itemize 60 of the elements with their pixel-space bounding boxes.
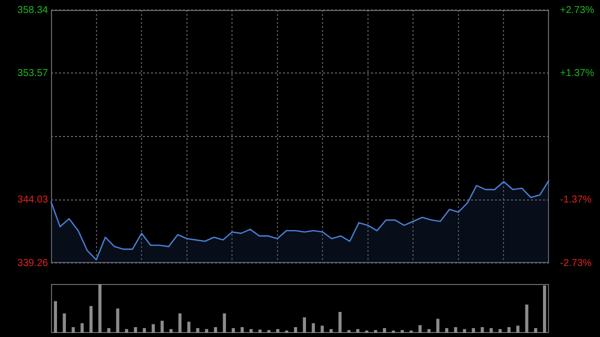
bar bbox=[62, 313, 66, 333]
bar bbox=[152, 324, 155, 333]
y2-tick-label: +1.37% bbox=[560, 68, 594, 79]
bar bbox=[418, 325, 422, 333]
y-tick-label: 358.34 bbox=[17, 4, 48, 16]
bar bbox=[232, 328, 235, 333]
bar bbox=[240, 327, 244, 333]
bar bbox=[347, 330, 350, 333]
bar bbox=[134, 327, 138, 333]
bar bbox=[160, 320, 164, 333]
bar bbox=[516, 326, 520, 333]
bar bbox=[507, 327, 511, 333]
bar bbox=[196, 328, 200, 333]
bar bbox=[214, 327, 218, 333]
bar bbox=[54, 301, 58, 333]
bar bbox=[534, 328, 538, 333]
bar bbox=[480, 327, 484, 333]
bar bbox=[498, 329, 502, 333]
bar bbox=[320, 326, 324, 333]
bar bbox=[525, 304, 528, 333]
bar bbox=[374, 330, 378, 333]
bar bbox=[294, 327, 298, 333]
bar bbox=[276, 329, 280, 333]
bar bbox=[178, 313, 182, 333]
bar bbox=[400, 330, 404, 333]
bar bbox=[382, 328, 386, 333]
bar bbox=[116, 308, 120, 333]
bar bbox=[222, 313, 226, 333]
y-tick-label: 339.26 bbox=[17, 258, 48, 269]
bar bbox=[267, 330, 270, 333]
bar bbox=[330, 329, 333, 333]
bar bbox=[490, 328, 493, 333]
bar bbox=[170, 329, 173, 333]
bar bbox=[187, 322, 190, 333]
bar bbox=[72, 327, 75, 333]
bar bbox=[462, 329, 466, 333]
y2-tick-label: -1.37% bbox=[560, 194, 592, 206]
bar bbox=[89, 306, 93, 333]
bar bbox=[472, 328, 475, 333]
y-tick-label: 344.03 bbox=[17, 194, 48, 206]
bar bbox=[312, 323, 315, 333]
bar bbox=[338, 312, 342, 333]
bar bbox=[436, 318, 440, 333]
bar bbox=[542, 285, 546, 333]
bar bbox=[80, 323, 84, 333]
bar bbox=[445, 328, 448, 333]
bar bbox=[258, 330, 262, 333]
bar bbox=[302, 317, 306, 333]
bar bbox=[427, 329, 431, 333]
y2-tick-label: +2.73% bbox=[560, 4, 594, 16]
bar bbox=[98, 284, 102, 333]
y-tick-label: 353.57 bbox=[17, 68, 48, 79]
bar bbox=[250, 329, 253, 333]
bar bbox=[205, 329, 208, 333]
bar bbox=[107, 328, 110, 333]
bar bbox=[125, 329, 128, 333]
bar bbox=[356, 329, 360, 333]
bar bbox=[454, 327, 458, 333]
y2-tick-label: -2.73% bbox=[560, 258, 592, 269]
bar bbox=[142, 328, 146, 333]
